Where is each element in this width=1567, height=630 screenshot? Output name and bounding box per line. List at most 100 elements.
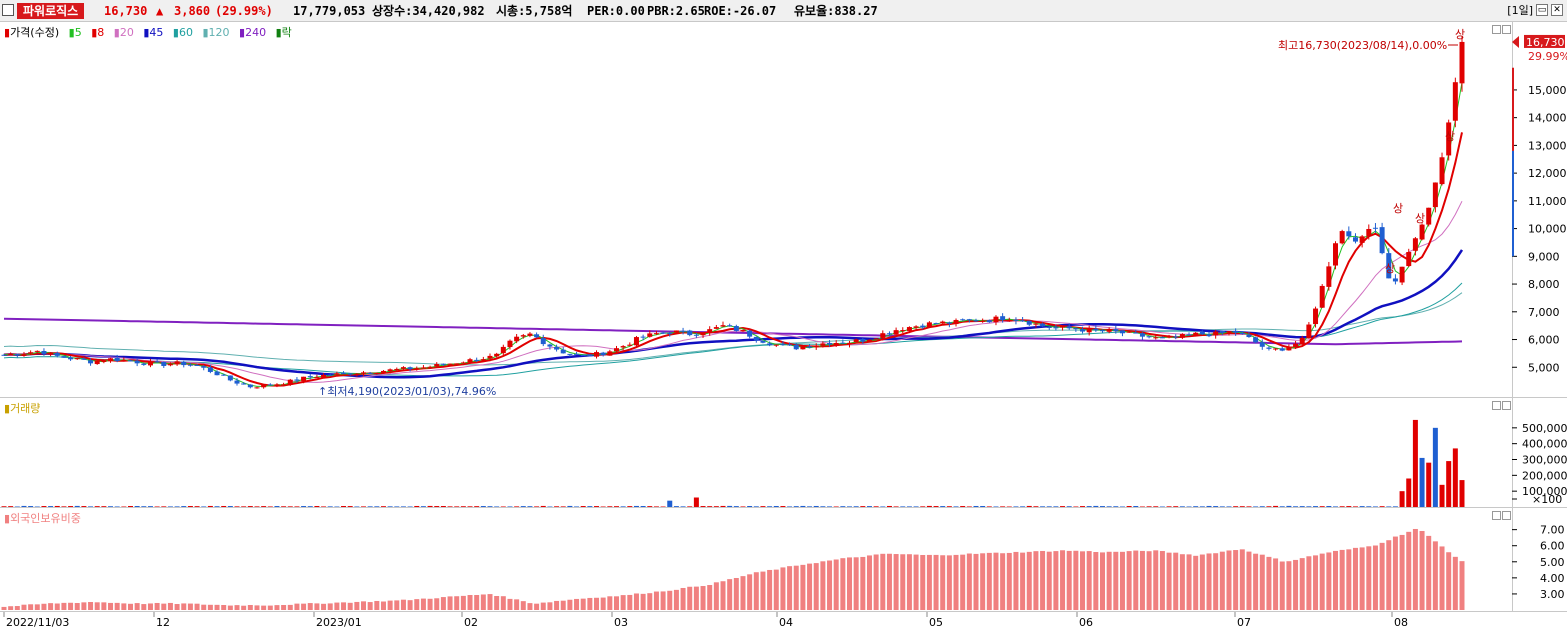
candle-body bbox=[274, 384, 280, 386]
foreign-bar bbox=[906, 554, 912, 610]
candle-body bbox=[833, 343, 839, 345]
volume-bar bbox=[1412, 419, 1418, 507]
foreign-bar bbox=[1219, 551, 1225, 610]
volume-bar bbox=[906, 506, 912, 507]
candle-body bbox=[1139, 333, 1145, 337]
candle-body bbox=[1086, 328, 1092, 333]
volume-bar bbox=[760, 506, 766, 507]
stock-name[interactable]: 파워로직스 bbox=[17, 3, 85, 19]
candle-body bbox=[800, 346, 806, 350]
candle-body bbox=[1239, 332, 1245, 335]
volume-bar bbox=[1286, 505, 1292, 507]
legend-ma240[interactable]: ▮240 bbox=[239, 26, 267, 39]
close-icon[interactable]: ✕ bbox=[1551, 4, 1563, 16]
volume-bar bbox=[1259, 506, 1265, 507]
x-tick-label: 02 bbox=[464, 616, 478, 629]
legend-ma60[interactable]: ▮60 bbox=[172, 26, 193, 39]
legend-price[interactable]: ▮가격(수정) bbox=[4, 26, 60, 39]
foreign-bar bbox=[134, 603, 140, 610]
select-checkbox[interactable] bbox=[2, 4, 14, 16]
volume-bar bbox=[840, 506, 846, 507]
candle-body bbox=[1366, 228, 1372, 237]
candle-body bbox=[640, 336, 646, 338]
candle-body bbox=[1213, 331, 1219, 336]
candle-body bbox=[707, 329, 713, 334]
candle-body bbox=[966, 319, 972, 321]
x-tick-label: 12 bbox=[156, 616, 170, 629]
panel-minimize-button[interactable] bbox=[1492, 25, 1501, 34]
candle-body bbox=[74, 358, 80, 360]
volume-bar bbox=[434, 506, 440, 507]
foreign-minimize-button[interactable] bbox=[1492, 511, 1501, 520]
panel-close-button[interactable] bbox=[1502, 25, 1511, 34]
foreign-bar bbox=[1273, 558, 1279, 610]
foreign-bar bbox=[341, 602, 347, 610]
candle-body bbox=[1060, 326, 1066, 328]
volume-minimize-button[interactable] bbox=[1492, 401, 1501, 410]
foreign-close-button[interactable] bbox=[1502, 511, 1511, 520]
foreign-bar bbox=[660, 591, 666, 610]
period-selector[interactable]: [1일] bbox=[1507, 4, 1533, 17]
foreign-legend[interactable]: ▮외국인보유비중 bbox=[4, 512, 81, 525]
volume-bar bbox=[167, 506, 173, 507]
foreign-bar bbox=[1432, 541, 1438, 610]
foreign-bar bbox=[334, 602, 340, 610]
limit-up-mark: 상 bbox=[1445, 130, 1455, 143]
volume-close-button[interactable] bbox=[1502, 401, 1511, 410]
candle-body bbox=[547, 344, 553, 347]
candle-body bbox=[753, 336, 759, 341]
foreign-bar bbox=[1399, 534, 1405, 610]
candle-body bbox=[28, 352, 34, 354]
legend-rak[interactable]: ▮락 bbox=[275, 26, 292, 39]
candle-body bbox=[254, 387, 260, 389]
candle-body bbox=[241, 383, 247, 385]
candle-body bbox=[720, 325, 726, 327]
candle-body bbox=[101, 360, 107, 362]
candle-body bbox=[1026, 320, 1032, 325]
volume-bar bbox=[1206, 505, 1212, 507]
volume-bar bbox=[886, 505, 892, 507]
volume-bar bbox=[613, 506, 619, 507]
volume-bar bbox=[720, 505, 726, 507]
candle-body bbox=[1226, 331, 1232, 333]
volume-legend[interactable]: ▮거래량 bbox=[4, 402, 41, 415]
legend-ma20[interactable]: ▮20 bbox=[113, 26, 134, 39]
volume-bar bbox=[853, 506, 859, 507]
candle-body bbox=[554, 346, 560, 350]
foreign-bar bbox=[101, 602, 107, 610]
foreign-bar bbox=[1186, 554, 1192, 610]
price-tick-label: 8,000 bbox=[1528, 278, 1560, 291]
legend-ma8[interactable]: ▮8 bbox=[91, 26, 105, 39]
candle-body bbox=[713, 327, 719, 329]
volume-bar bbox=[534, 506, 540, 507]
foreign-bar bbox=[108, 602, 114, 610]
volume-tick-label: 100,000 bbox=[1522, 485, 1567, 498]
volume-bar bbox=[1459, 480, 1465, 507]
foreign-bar bbox=[866, 555, 872, 610]
ma240-line bbox=[3, 317, 1463, 346]
candle-body bbox=[1066, 326, 1072, 329]
foreign-bar bbox=[613, 596, 619, 610]
foreign-bar bbox=[713, 582, 719, 610]
legend-ma120[interactable]: ▮120 bbox=[202, 26, 230, 39]
candle-body bbox=[840, 342, 846, 344]
volume-bar bbox=[447, 506, 453, 507]
foreign-bar bbox=[1060, 550, 1066, 610]
foreign-bar bbox=[21, 604, 27, 610]
foreign-bar bbox=[1446, 552, 1452, 610]
volume-bar bbox=[1352, 506, 1358, 507]
volume-bar bbox=[28, 506, 34, 507]
legend-ma5[interactable]: ▮5 bbox=[68, 26, 82, 39]
price-tick-label: 14,000 bbox=[1528, 112, 1567, 125]
volume-bar bbox=[866, 506, 872, 507]
candle-body bbox=[940, 321, 946, 324]
candle-body bbox=[227, 375, 233, 381]
restore-icon[interactable]: ▭ bbox=[1536, 4, 1548, 16]
legend-ma45[interactable]: ▮45 bbox=[143, 26, 164, 39]
foreign-bar bbox=[1206, 553, 1212, 610]
candle-body bbox=[760, 340, 766, 343]
candle-body bbox=[347, 373, 353, 375]
candle-body bbox=[993, 316, 999, 323]
candle-body bbox=[900, 330, 906, 332]
